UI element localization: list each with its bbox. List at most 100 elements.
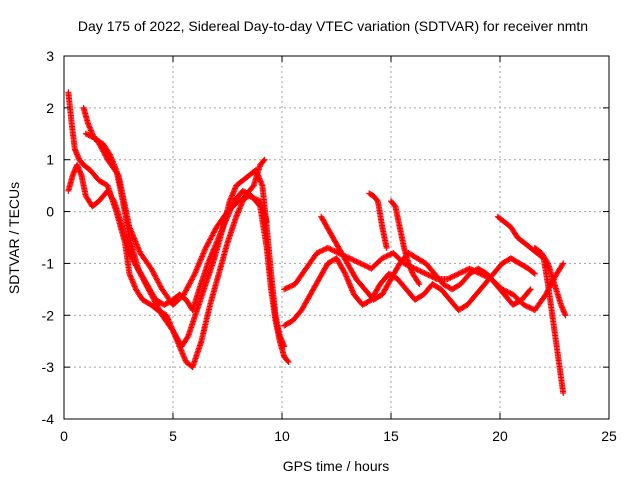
data-point bbox=[455, 270, 462, 277]
data-point bbox=[525, 303, 532, 310]
data-point bbox=[505, 289, 512, 296]
data-point bbox=[349, 256, 356, 263]
data-point bbox=[530, 269, 537, 276]
data-point bbox=[382, 253, 389, 260]
data-point bbox=[504, 288, 511, 295]
y-axis-ticks: -4 -3 -2 -1 0 1 2 3 bbox=[42, 48, 609, 427]
data-point bbox=[463, 266, 470, 273]
data-point bbox=[384, 252, 391, 259]
data-point bbox=[507, 290, 514, 297]
data-point bbox=[448, 274, 455, 281]
data-point bbox=[350, 257, 357, 264]
data-point bbox=[84, 131, 91, 138]
data-point bbox=[421, 270, 428, 277]
data-point bbox=[357, 260, 364, 267]
series-track-8 bbox=[366, 190, 390, 251]
data-point bbox=[466, 265, 473, 272]
x-tick-label: 10 bbox=[274, 428, 290, 444]
data-point bbox=[459, 268, 466, 275]
data-point bbox=[313, 250, 320, 257]
series-track-6 bbox=[281, 255, 538, 329]
x-tick-label: 25 bbox=[601, 428, 617, 444]
data-point bbox=[261, 156, 268, 163]
data-point bbox=[356, 259, 363, 266]
data-point bbox=[260, 157, 267, 164]
data-point bbox=[191, 272, 198, 279]
y-tick-label: 3 bbox=[46, 48, 54, 64]
y-axis-label: SDTVAR / TECUs bbox=[6, 182, 22, 294]
data-point bbox=[414, 266, 421, 273]
data-point bbox=[428, 273, 435, 280]
data-point bbox=[352, 257, 359, 264]
data-point bbox=[263, 218, 270, 225]
y-tick-label: -3 bbox=[42, 359, 55, 375]
data-point bbox=[456, 270, 463, 277]
data-point bbox=[184, 334, 191, 341]
data-point bbox=[420, 269, 427, 276]
data-point bbox=[358, 261, 365, 268]
data-points bbox=[65, 89, 569, 397]
data-point bbox=[285, 358, 292, 365]
data-point bbox=[254, 196, 261, 203]
gridlines bbox=[64, 56, 609, 419]
data-point bbox=[250, 194, 257, 201]
data-point bbox=[422, 270, 429, 277]
data-point bbox=[90, 134, 97, 141]
y-tick-label: 0 bbox=[46, 204, 54, 220]
data-point bbox=[527, 305, 534, 312]
data-point bbox=[287, 283, 294, 290]
data-point bbox=[240, 195, 247, 202]
data-point bbox=[461, 268, 468, 275]
data-point bbox=[283, 285, 290, 292]
data-point bbox=[426, 272, 433, 279]
data-point bbox=[544, 259, 551, 266]
data-point bbox=[324, 244, 331, 251]
data-point bbox=[425, 272, 432, 279]
data-point bbox=[361, 262, 368, 269]
data-point bbox=[383, 253, 390, 260]
data-point bbox=[242, 194, 249, 201]
data-point bbox=[353, 258, 360, 265]
series-track-2 bbox=[80, 104, 292, 365]
data-point bbox=[446, 275, 453, 282]
data-point bbox=[451, 272, 458, 279]
data-point bbox=[89, 134, 96, 141]
data-point bbox=[251, 195, 258, 202]
data-point bbox=[380, 254, 387, 261]
data-point bbox=[462, 267, 469, 274]
data-point bbox=[85, 132, 92, 139]
data-point bbox=[417, 268, 424, 275]
data-point bbox=[413, 266, 420, 273]
data-point bbox=[319, 247, 326, 254]
data-point bbox=[286, 283, 293, 290]
data-point bbox=[458, 269, 465, 276]
data-point bbox=[82, 130, 89, 137]
x-axis-ticks: 0 5 10 15 20 25 bbox=[60, 56, 617, 444]
x-tick-label: 0 bbox=[60, 428, 68, 444]
data-point bbox=[331, 248, 338, 255]
data-point bbox=[243, 194, 250, 201]
data-point bbox=[362, 263, 369, 270]
data-point bbox=[253, 196, 260, 203]
data-point bbox=[383, 244, 390, 251]
data-point bbox=[452, 272, 459, 279]
data-point bbox=[523, 303, 530, 310]
data-point bbox=[289, 282, 296, 289]
data-point bbox=[562, 312, 569, 319]
y-tick-label: -1 bbox=[42, 255, 55, 271]
data-point bbox=[347, 255, 354, 262]
data-point bbox=[114, 170, 121, 177]
series-track-11 bbox=[531, 244, 569, 319]
data-point bbox=[246, 193, 253, 200]
data-point bbox=[526, 287, 533, 294]
x-tick-label: 20 bbox=[492, 428, 508, 444]
y-tick-label: -4 bbox=[42, 411, 55, 427]
data-point bbox=[284, 357, 291, 364]
data-point bbox=[316, 248, 323, 255]
data-point bbox=[328, 246, 335, 253]
data-point bbox=[364, 263, 371, 270]
data-point bbox=[354, 259, 361, 266]
data-point bbox=[526, 304, 533, 311]
